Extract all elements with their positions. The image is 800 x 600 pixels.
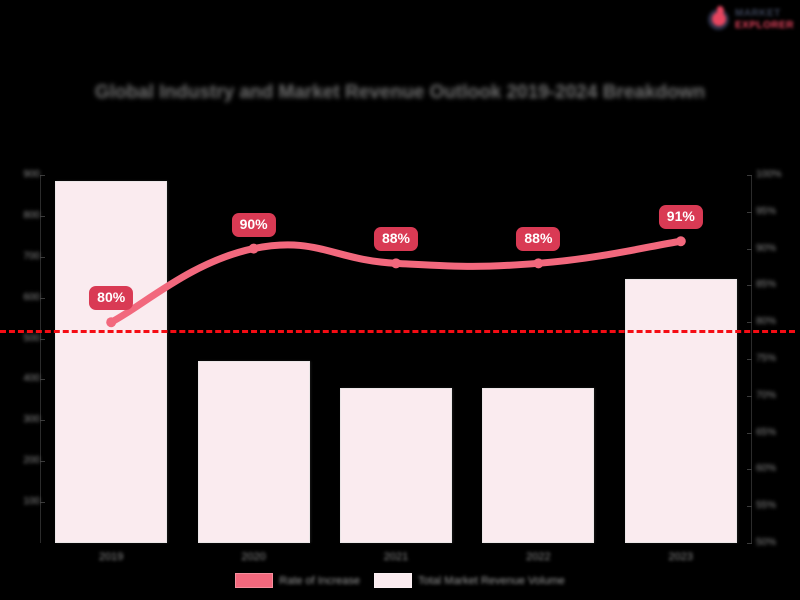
line-series-point[interactable]: [675, 236, 686, 247]
data-value-badge: 80%: [89, 286, 134, 311]
data-value-badge: 88%: [516, 227, 561, 252]
chart-title: Global Industry and Market Revenue Outlo…: [94, 82, 706, 103]
legend-label: Rate of Increase: [279, 574, 360, 587]
logo-line-1: MARKET: [735, 7, 781, 19]
left-axis-tick-label: 900: [23, 169, 40, 180]
bar[interactable]: [55, 181, 168, 543]
line-series-points: [106, 236, 686, 328]
right-axis-tick: [747, 543, 752, 544]
x-axis-tick-label: 2023: [668, 551, 694, 563]
data-value-badge: 91%: [658, 205, 703, 230]
right-axis-tick-label: 60%: [756, 463, 777, 475]
data-value-badge: 90%: [231, 212, 276, 237]
logo-wordmark: MARKET EXPLORER: [735, 8, 794, 31]
left-axis-tick-label: 700: [23, 250, 40, 262]
left-axis-tick: [40, 461, 45, 463]
left-axis-tick-label: 500: [23, 332, 40, 344]
left-axis-tick-label: 400: [23, 373, 40, 385]
right-axis-tick: [747, 469, 752, 471]
right-axis-tick-label: 65%: [756, 426, 777, 438]
right-axis-tick-label: 80%: [756, 316, 777, 328]
right-axis-tick: [747, 211, 752, 213]
bar[interactable]: [197, 361, 310, 543]
right-axis-tick: [747, 322, 752, 324]
right-axis-tick: [747, 506, 752, 508]
legend-label: Total Market Revenue Volume: [417, 574, 565, 587]
left-axis-tick-label: 100: [23, 496, 40, 508]
right-axis-tick-label: 55%: [756, 500, 777, 512]
line-series-point[interactable]: [391, 258, 401, 269]
left-axis-tick: [40, 215, 45, 217]
data-value-badge: 88%: [373, 227, 419, 252]
threshold-line: [0, 329, 795, 333]
left-axis-tick: [40, 420, 45, 422]
left-axis-tick: [40, 338, 45, 340]
right-axis-tick: [747, 359, 752, 360]
right-axis-tick: [747, 175, 752, 176]
right-axis-tick-label: 95%: [756, 205, 777, 217]
left-axis-tick: [40, 502, 45, 504]
left-axis-tick-label: 800: [23, 209, 40, 221]
x-axis-tick-label: 2022: [526, 551, 551, 563]
line-series-point[interactable]: [248, 243, 259, 254]
legend-swatch: [373, 573, 412, 588]
left-axis-tick: [40, 379, 45, 381]
right-axis-tick-label: 85%: [756, 279, 777, 291]
left-axis-tick-label: 300: [23, 414, 40, 426]
right-axis-tick-label: 100%: [756, 169, 782, 180]
right-axis-tick-label: 70%: [756, 389, 777, 401]
bar[interactable]: [340, 387, 452, 543]
left-axis-line: [40, 175, 41, 543]
left-axis-tick-label: 600: [23, 291, 40, 303]
legend-item[interactable]: Rate of Increase: [235, 573, 360, 588]
right-axis-tick: [747, 395, 752, 397]
x-axis-tick-label: 2019: [98, 551, 124, 563]
x-axis-tick-label: 2020: [241, 551, 266, 563]
logo-mark-icon: [706, 6, 732, 32]
right-axis-tick-label: 75%: [756, 353, 777, 364]
bar[interactable]: [624, 279, 737, 543]
right-axis-tick-label: 90%: [756, 242, 777, 254]
legend-item[interactable]: Total Market Revenue Volume: [373, 573, 565, 588]
chart-legend: Rate of Increase Total Market Revenue Vol…: [0, 573, 800, 588]
line-series-path: [107, 237, 685, 326]
right-axis-tick: [747, 285, 752, 287]
bar[interactable]: [482, 387, 595, 543]
right-axis-tick: [747, 432, 752, 434]
x-axis-tick-label: 2021: [383, 551, 409, 563]
left-axis-tick: [40, 175, 45, 176]
right-axis-tick-label: 50%: [756, 537, 777, 548]
line-series-point[interactable]: [533, 258, 544, 269]
logo-line-2: EXPLORER: [735, 19, 795, 31]
brand-logo: MARKET EXPLORER: [706, 4, 796, 34]
right-axis-tick: [747, 248, 752, 250]
line-series-point[interactable]: [106, 317, 117, 328]
left-axis-tick: [40, 297, 45, 299]
left-axis-tick-label: 200: [23, 455, 40, 467]
legend-swatch: [235, 573, 274, 588]
plot-area: 900 800 700 600 500 400 300 200 100 100% 95% 90% 85…: [0, 169, 795, 548]
line-series: [106, 236, 686, 328]
left-axis-tick: [40, 256, 45, 258]
